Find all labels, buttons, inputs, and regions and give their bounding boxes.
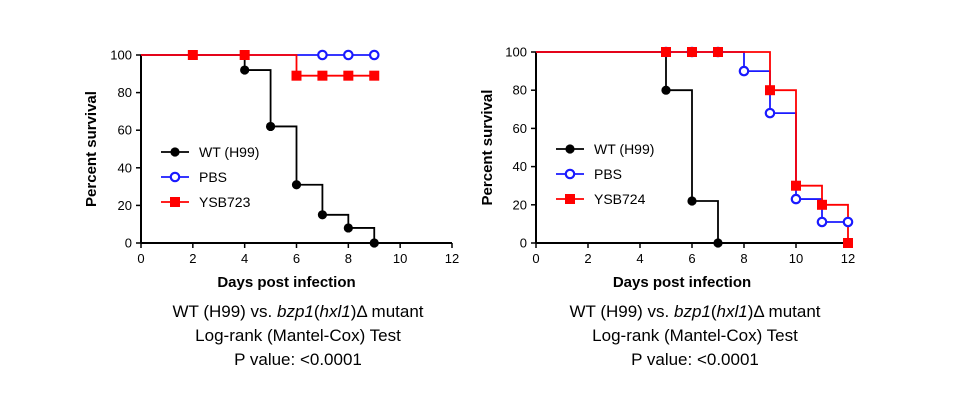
y-tick-label: 0 <box>520 236 527 251</box>
data-point <box>817 199 827 210</box>
x-tick-label: 6 <box>688 251 695 266</box>
data-point <box>791 180 801 191</box>
x-tick-label: 6 <box>293 251 300 266</box>
data-point <box>239 50 250 60</box>
survival-plot-right: 0 2 4 6 8 10 12 0 20 40 60 80 100 Days post infection… <box>480 45 855 292</box>
y-tick-label: 40 <box>118 160 132 175</box>
data-point <box>187 50 198 60</box>
data-point <box>368 49 380 61</box>
data-point <box>790 193 802 205</box>
y-tick-label: 80 <box>118 85 132 100</box>
caption-left: WT (H99) vs. bzp1(hxl1)Δ mutant Log-rank… <box>108 300 488 372</box>
data-point <box>369 70 380 81</box>
legend-marker <box>170 197 180 207</box>
x-tick-label: 8 <box>345 251 352 266</box>
data-point <box>265 121 276 132</box>
legend-label: PBS <box>199 169 227 185</box>
data-point <box>343 70 354 81</box>
y-axis-title: Percent survival <box>480 90 496 206</box>
data-point <box>343 223 353 233</box>
legend-marker <box>565 144 575 154</box>
legend-label: YSB723 <box>199 194 251 210</box>
data-point <box>765 85 775 96</box>
survival-chart-right: 0 2 4 6 8 10 12 0 20 40 60 80 100 Days post infection… <box>480 0 960 300</box>
y-tick-label: 20 <box>513 197 527 212</box>
y-tick-label: 60 <box>118 123 132 138</box>
data-point <box>661 85 671 95</box>
data-point <box>713 238 723 248</box>
legend-label: WT (H99) <box>594 141 654 157</box>
x-tick-label: 12 <box>445 251 459 266</box>
data-point <box>317 49 328 61</box>
x-tick-label: 10 <box>393 251 407 266</box>
caption-line-3: P value: <0.0001 <box>234 350 362 369</box>
y-tick-label: 100 <box>110 48 132 63</box>
series-line-pbs <box>536 51 848 223</box>
caption-line-2: Log-rank (Mantel-Cox) Test <box>195 326 401 345</box>
data-point <box>240 65 250 75</box>
data-point <box>291 180 302 190</box>
data-point <box>687 196 697 206</box>
data-point <box>317 70 328 81</box>
data-point <box>713 47 723 57</box>
data-point <box>343 49 354 61</box>
y-tick-label: 40 <box>513 159 527 174</box>
data-point <box>842 216 854 228</box>
y-tick-label: 0 <box>125 236 132 251</box>
y-tick-label: 60 <box>513 121 527 136</box>
x-tick-label: 12 <box>841 251 855 266</box>
legend-marker <box>564 168 576 180</box>
survival-plot-left: 0 2 4 6 8 10 12 0 20 40 60 80 100 Days post infection… <box>83 48 459 292</box>
data-point <box>764 107 776 119</box>
legend-label: YSB724 <box>594 191 646 207</box>
series-line-ysb723 <box>141 54 375 77</box>
x-tick-label: 0 <box>137 251 144 266</box>
data-point <box>816 216 828 228</box>
legend-marker <box>170 147 180 157</box>
caption-line-2: Log-rank (Mantel-Cox) Test <box>592 326 798 345</box>
x-axis-title: Days post infection <box>613 274 751 291</box>
x-axis-title: Days post infection <box>217 274 355 291</box>
survival-chart-left: 0 2 4 6 8 10 12 0 20 40 60 80 100 Days post infection… <box>0 0 480 300</box>
legend-marker <box>565 194 575 204</box>
data-point <box>687 47 697 57</box>
caption-line-1: WT (H99) vs. bzp1(hxl1)Δ mutant <box>172 302 424 321</box>
x-tick-label: 2 <box>189 251 196 266</box>
x-tick-label: 0 <box>532 251 539 266</box>
legend-label: PBS <box>594 166 622 182</box>
data-point <box>369 238 379 248</box>
caption-right: WT (H99) vs. bzp1(hxl1)Δ mutant Log-rank… <box>505 300 885 372</box>
legend-marker <box>169 171 181 183</box>
legend-label: WT (H99) <box>199 144 259 160</box>
x-tick-label: 8 <box>740 251 747 266</box>
data-point <box>738 65 750 77</box>
y-tick-label: 20 <box>118 198 132 213</box>
data-point <box>317 210 328 220</box>
x-tick-label: 2 <box>584 251 591 266</box>
y-tick-label: 100 <box>505 45 527 60</box>
x-tick-label: 4 <box>636 251 643 266</box>
x-tick-label: 4 <box>241 251 248 266</box>
data-point <box>843 238 853 248</box>
x-tick-label: 10 <box>789 251 803 266</box>
data-point <box>291 70 302 81</box>
data-point <box>661 47 671 57</box>
caption-line-1: WT (H99) vs. bzp1(hxl1)Δ mutant <box>569 302 821 321</box>
y-axis-title: Percent survival <box>83 91 100 207</box>
y-tick-label: 80 <box>513 83 527 98</box>
caption-line-3: P value: <0.0001 <box>631 350 759 369</box>
